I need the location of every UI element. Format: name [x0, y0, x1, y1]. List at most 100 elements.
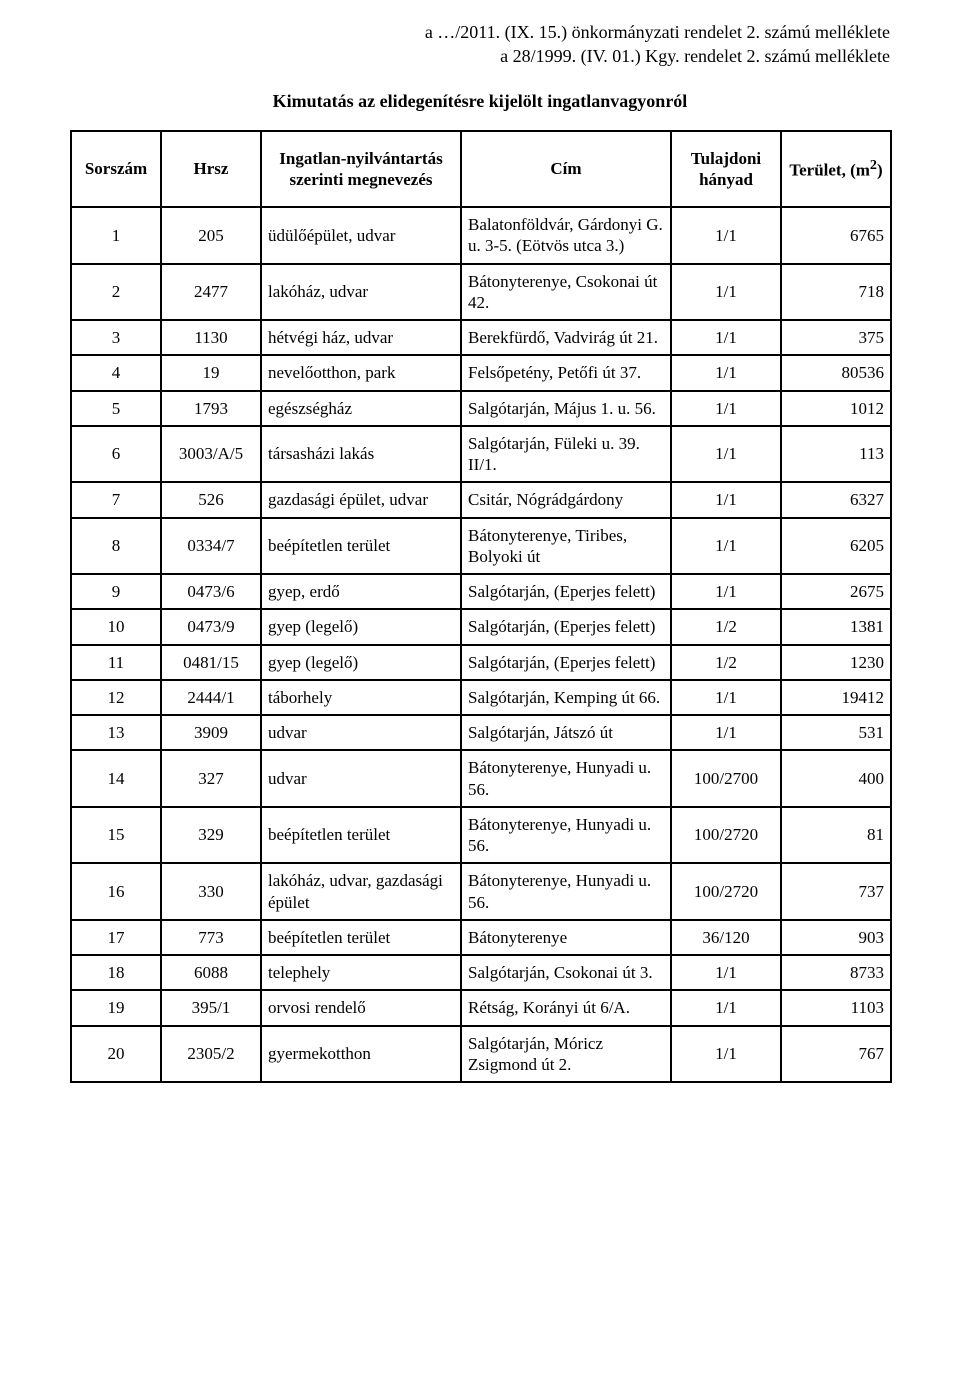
- cell-megnevezes: egészségház: [261, 391, 461, 426]
- cell-terulet: 400: [781, 750, 891, 807]
- cell-terulet: 81: [781, 807, 891, 864]
- cell-megnevezes: udvar: [261, 715, 461, 750]
- cell-hrsz: 329: [161, 807, 261, 864]
- cell-megnevezes: orvosi rendelő: [261, 990, 461, 1025]
- table-row: 122444/1táborhelySalgótarján, Kemping út…: [71, 680, 891, 715]
- table-row: 16330lakóház, udvar, gazdasági épületBát…: [71, 863, 891, 920]
- cell-hanyad: 100/2720: [671, 863, 781, 920]
- cell-sorszam: 14: [71, 750, 161, 807]
- cell-cim: Salgótarján, Füleki u. 39. II/1.: [461, 426, 671, 483]
- table-row: 17773beépítetlen területBátonyterenye36/…: [71, 920, 891, 955]
- table-row: 22477lakóház, udvarBátonyterenye, Csokon…: [71, 264, 891, 321]
- cell-cim: Bátonyterenye, Csokonai út 42.: [461, 264, 671, 321]
- header-line-1: a …/2011. (IX. 15.) önkormányzati rendel…: [70, 20, 890, 44]
- cell-megnevezes: nevelőotthon, park: [261, 355, 461, 390]
- cell-terulet: 1230: [781, 645, 891, 680]
- cell-hanyad: 1/1: [671, 207, 781, 264]
- cell-megnevezes: lakóház, udvar, gazdasági épület: [261, 863, 461, 920]
- cell-hanyad: 1/1: [671, 990, 781, 1025]
- cell-terulet: 8733: [781, 955, 891, 990]
- cell-hrsz: 2444/1: [161, 680, 261, 715]
- cell-hrsz: 205: [161, 207, 261, 264]
- cell-hrsz: 526: [161, 482, 261, 517]
- cell-cim: Salgótarján, (Eperjes felett): [461, 574, 671, 609]
- cell-cim: Balatonföldvár, Gárdonyi G. u. 3-5. (Eöt…: [461, 207, 671, 264]
- cell-megnevezes: lakóház, udvar: [261, 264, 461, 321]
- cell-sorszam: 13: [71, 715, 161, 750]
- cell-hrsz: 2477: [161, 264, 261, 321]
- cell-sorszam: 18: [71, 955, 161, 990]
- table-body: 1205üdülőépület, udvarBalatonföldvár, Gá…: [71, 207, 891, 1082]
- cell-hanyad: 100/2720: [671, 807, 781, 864]
- cell-cim: Rétság, Korányi út 6/A.: [461, 990, 671, 1025]
- cell-cim: Bátonyterenye, Hunyadi u. 56.: [461, 863, 671, 920]
- cell-hanyad: 1/1: [671, 355, 781, 390]
- table-row: 419nevelőotthon, parkFelsőpetény, Petőfi…: [71, 355, 891, 390]
- col-header-terulet-prefix: Terület, (m: [789, 161, 870, 180]
- col-header-cim: Cím: [461, 131, 671, 208]
- cell-cim: Bátonyterenye: [461, 920, 671, 955]
- header-block: a …/2011. (IX. 15.) önkormányzati rendel…: [70, 20, 890, 69]
- cell-sorszam: 11: [71, 645, 161, 680]
- cell-megnevezes: gyep, erdő: [261, 574, 461, 609]
- cell-cim: Salgótarján, (Eperjes felett): [461, 645, 671, 680]
- table-row: 31130hétvégi ház, udvarBerekfürdő, Vadvi…: [71, 320, 891, 355]
- table-row: 90473/6gyep, erdőSalgótarján, (Eperjes f…: [71, 574, 891, 609]
- cell-cim: Salgótarján, Kemping út 66.: [461, 680, 671, 715]
- header-line-2: a 28/1999. (IV. 01.) Kgy. rendelet 2. sz…: [70, 44, 890, 68]
- table-row: 110481/15gyep (legelő)Salgótarján, (Eper…: [71, 645, 891, 680]
- cell-hrsz: 3909: [161, 715, 261, 750]
- cell-megnevezes: gyep (legelő): [261, 609, 461, 644]
- cell-megnevezes: gyep (legelő): [261, 645, 461, 680]
- cell-hrsz: 327: [161, 750, 261, 807]
- cell-terulet: 1381: [781, 609, 891, 644]
- cell-terulet: 767: [781, 1026, 891, 1083]
- table-row: 202305/2gyermekotthonSalgótarján, Móricz…: [71, 1026, 891, 1083]
- cell-hrsz: 1130: [161, 320, 261, 355]
- cell-terulet: 903: [781, 920, 891, 955]
- cell-terulet: 80536: [781, 355, 891, 390]
- table-row: 7526gazdasági épület, udvarCsitár, Nógrá…: [71, 482, 891, 517]
- cell-hanyad: 1/1: [671, 391, 781, 426]
- cell-megnevezes: üdülőépület, udvar: [261, 207, 461, 264]
- cell-sorszam: 3: [71, 320, 161, 355]
- cell-megnevezes: beépítetlen terület: [261, 807, 461, 864]
- cell-terulet: 737: [781, 863, 891, 920]
- cell-hanyad: 1/2: [671, 645, 781, 680]
- cell-cim: Salgótarján, Játszó út: [461, 715, 671, 750]
- cell-cim: Csitár, Nógrádgárdony: [461, 482, 671, 517]
- cell-megnevezes: táborhely: [261, 680, 461, 715]
- cell-hanyad: 1/1: [671, 680, 781, 715]
- cell-sorszam: 5: [71, 391, 161, 426]
- table-row: 80334/7beépítetlen területBátonyterenye,…: [71, 518, 891, 575]
- cell-hrsz: 19: [161, 355, 261, 390]
- cell-terulet: 6327: [781, 482, 891, 517]
- cell-sorszam: 17: [71, 920, 161, 955]
- table-row: 1205üdülőépület, udvarBalatonföldvár, Gá…: [71, 207, 891, 264]
- cell-cim: Berekfürdő, Vadvirág út 21.: [461, 320, 671, 355]
- cell-terulet: 1103: [781, 990, 891, 1025]
- cell-cim: Salgótarján, Móricz Zsigmond út 2.: [461, 1026, 671, 1083]
- cell-hanyad: 1/1: [671, 320, 781, 355]
- col-header-terulet-suffix: ): [877, 161, 883, 180]
- cell-hanyad: 36/120: [671, 920, 781, 955]
- cell-sorszam: 2: [71, 264, 161, 321]
- cell-hanyad: 1/1: [671, 955, 781, 990]
- cell-sorszam: 7: [71, 482, 161, 517]
- cell-sorszam: 1: [71, 207, 161, 264]
- cell-megnevezes: hétvégi ház, udvar: [261, 320, 461, 355]
- cell-hrsz: 395/1: [161, 990, 261, 1025]
- cell-cim: Bátonyterenye, Hunyadi u. 56.: [461, 807, 671, 864]
- cell-megnevezes: gyermekotthon: [261, 1026, 461, 1083]
- cell-sorszam: 6: [71, 426, 161, 483]
- cell-hanyad: 1/1: [671, 715, 781, 750]
- cell-sorszam: 4: [71, 355, 161, 390]
- cell-terulet: 531: [781, 715, 891, 750]
- cell-terulet: 6765: [781, 207, 891, 264]
- cell-sorszam: 10: [71, 609, 161, 644]
- col-header-hrsz: Hrsz: [161, 131, 261, 208]
- cell-megnevezes: beépítetlen terület: [261, 518, 461, 575]
- cell-cim: Felsőpetény, Petőfi út 37.: [461, 355, 671, 390]
- table-row: 51793egészségházSalgótarján, Május 1. u.…: [71, 391, 891, 426]
- cell-sorszam: 12: [71, 680, 161, 715]
